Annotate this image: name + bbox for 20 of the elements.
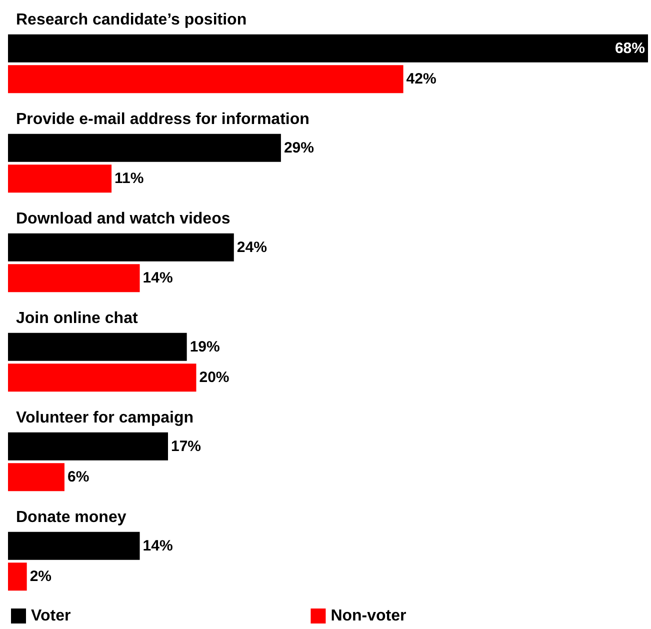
data-label: 14% — [142, 537, 173, 554]
data-label: 14% — [142, 270, 173, 287]
data-label: 19% — [190, 338, 220, 356]
data-label: 11% — [114, 170, 144, 188]
y-tick-label: Provide e-mail address for information — [16, 110, 310, 128]
legend-label: Non-voter — [330, 608, 406, 624]
data-label: 2% — [30, 568, 52, 586]
y-tick-label: Download and watch videos — [16, 210, 230, 228]
data-label: 68% — [614, 40, 645, 57]
data-label: 29% — [284, 139, 314, 156]
data-label: 17% — [171, 438, 202, 455]
data-label: 42% — [406, 70, 436, 88]
y-tick-label: Join online chat — [16, 310, 138, 327]
y-tick-label: Volunteer for campaign — [16, 409, 194, 426]
y-tick-label: Research candidate’s position — [16, 11, 247, 28]
data-label: 24% — [236, 238, 267, 256]
legend-label: Voter — [31, 608, 71, 624]
data-label: 6% — [67, 468, 90, 486]
y-tick-label: Donate money — [16, 508, 126, 526]
data-label: 20% — [199, 369, 230, 386]
